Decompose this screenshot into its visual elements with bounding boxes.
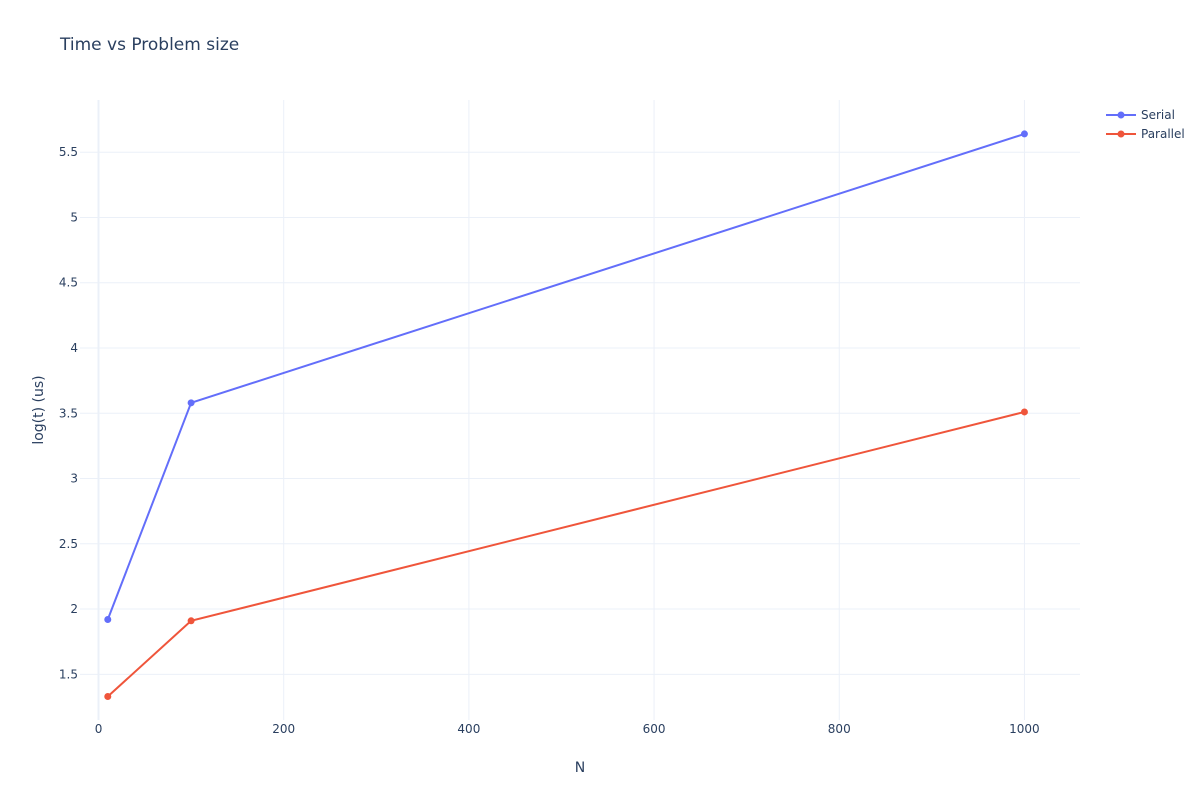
y-tick-label: 3.5 — [59, 406, 78, 420]
x-tick-label: 1000 — [1009, 722, 1040, 736]
legend-marker — [1117, 130, 1125, 138]
legend-label: Parallel — [1141, 127, 1185, 141]
x-axis-title: N — [575, 760, 585, 776]
legend-item-parallel[interactable]: Parallel — [1106, 127, 1185, 141]
data-point[interactable] — [104, 615, 112, 623]
y-tick-label: 4.5 — [59, 276, 78, 290]
data-point[interactable] — [187, 617, 195, 625]
y-tick-label: 5 — [70, 210, 78, 224]
series-serial — [104, 130, 1028, 623]
x-axis-ticks: 0 200 400 600 800 1000 — [95, 722, 1040, 736]
y-tick-label: 2.5 — [59, 537, 78, 551]
y-tick-label: 3 — [70, 472, 78, 486]
y-tick-label: 5.5 — [59, 145, 78, 159]
grid — [80, 100, 1080, 720]
y-tick-label: 2 — [70, 602, 78, 616]
x-tick-label: 800 — [828, 722, 851, 736]
series-parallel — [104, 408, 1028, 701]
data-point[interactable] — [1020, 130, 1028, 138]
x-tick-label: 0 — [95, 722, 103, 736]
legend[interactable]: Serial Parallel — [1106, 108, 1185, 141]
data-point[interactable] — [1020, 408, 1028, 416]
y-tick-label: 1.5 — [59, 667, 78, 681]
series-layer — [104, 130, 1028, 701]
legend-marker — [1117, 111, 1125, 119]
chart-title: Time vs Problem size — [59, 35, 239, 55]
data-point[interactable] — [104, 693, 112, 701]
x-tick-label: 400 — [457, 722, 480, 736]
x-tick-label: 200 — [272, 722, 295, 736]
data-point[interactable] — [187, 399, 195, 407]
y-tick-label: 4 — [70, 341, 78, 355]
legend-item-serial[interactable]: Serial — [1106, 108, 1175, 122]
y-axis-title: log(t) (us) — [31, 375, 47, 444]
legend-label: Serial — [1141, 108, 1175, 122]
series-line — [107, 410, 1025, 698]
y-axis-ticks: 1.5 2 2.5 3 3.5 4 4.5 5 5.5 — [59, 145, 78, 681]
series-line — [106, 132, 1025, 620]
x-tick-label: 600 — [643, 722, 666, 736]
